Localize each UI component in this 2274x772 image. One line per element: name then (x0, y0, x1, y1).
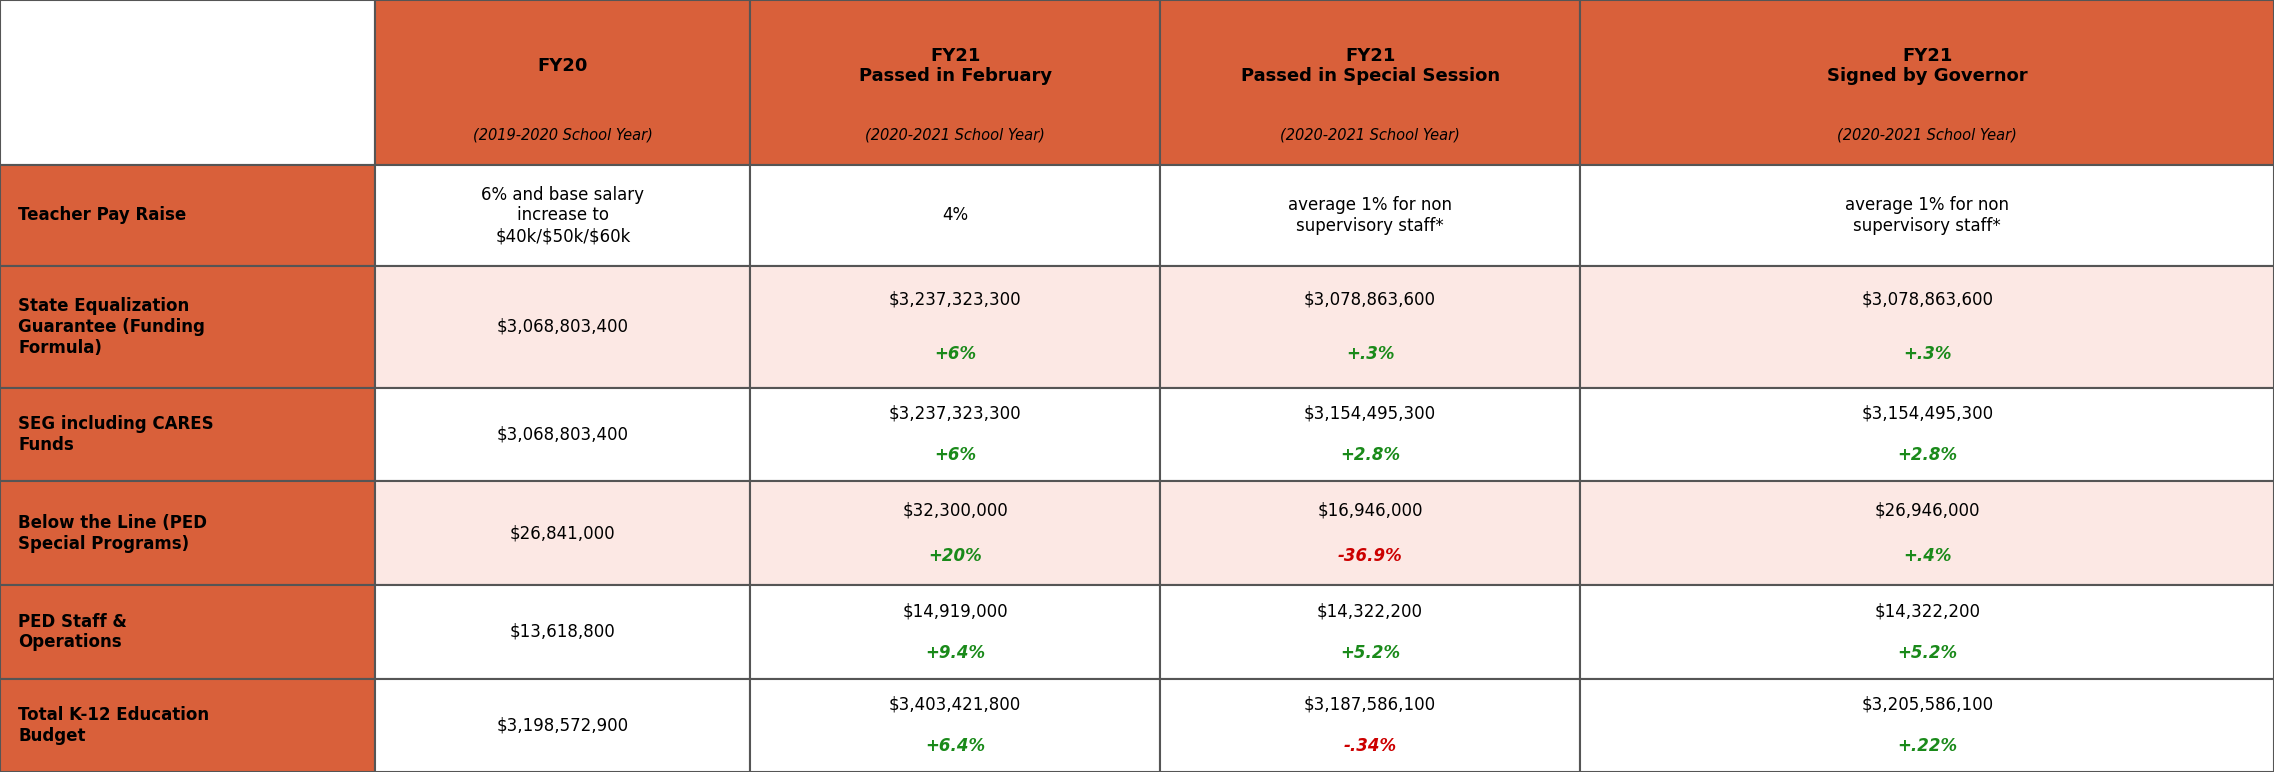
Text: SEG including CARES
Funds: SEG including CARES Funds (18, 415, 214, 454)
Bar (375, 388, 750, 481)
Bar (1580, 388, 2274, 481)
Text: $26,946,000: $26,946,000 (1874, 501, 1981, 520)
Text: -36.9%: -36.9% (1337, 547, 1403, 565)
Text: +5.2%: +5.2% (1897, 644, 1958, 662)
Bar (1580, 165, 2274, 266)
Text: $3,237,323,300: $3,237,323,300 (889, 405, 1021, 423)
Bar (1160, 481, 1580, 585)
Bar (1580, 481, 2274, 585)
Text: +.4%: +.4% (1903, 547, 1951, 565)
Bar (0, 165, 375, 266)
Text: $3,237,323,300: $3,237,323,300 (889, 291, 1021, 309)
Text: FY21
Passed in February: FY21 Passed in February (860, 46, 1051, 86)
Bar (0, 388, 375, 481)
Text: $3,205,586,100: $3,205,586,100 (1860, 696, 1994, 714)
Text: Total K-12 Education
Budget: Total K-12 Education Budget (18, 706, 209, 745)
Text: +5.2%: +5.2% (1339, 644, 1401, 662)
Bar (0, 585, 375, 679)
Text: +9.4%: +9.4% (926, 644, 985, 662)
Bar (1160, 165, 1580, 266)
Text: (2019-2020 School Year): (2019-2020 School Year) (473, 128, 653, 143)
Bar (0, 481, 375, 585)
Text: +6.4%: +6.4% (926, 736, 985, 755)
Bar (750, 679, 1160, 772)
Text: $3,078,863,600: $3,078,863,600 (1860, 291, 1994, 309)
Text: $3,403,421,800: $3,403,421,800 (889, 696, 1021, 714)
Bar (1160, 585, 1580, 679)
Text: $3,068,803,400: $3,068,803,400 (496, 318, 630, 336)
Bar (1580, 0, 2274, 165)
Bar (750, 266, 1160, 388)
Text: (2020-2021 School Year): (2020-2021 School Year) (864, 128, 1046, 143)
Text: $13,618,800: $13,618,800 (509, 623, 616, 641)
Text: $14,322,200: $14,322,200 (1874, 602, 1981, 621)
Bar (1160, 388, 1580, 481)
Text: average 1% for non
supervisory staff*: average 1% for non supervisory staff* (1844, 196, 2010, 235)
Text: 4%: 4% (941, 206, 969, 225)
Bar (750, 585, 1160, 679)
Bar (0, 679, 375, 772)
Text: average 1% for non
supervisory staff*: average 1% for non supervisory staff* (1287, 196, 1453, 235)
Text: +.3%: +.3% (1903, 344, 1951, 363)
Text: Teacher Pay Raise: Teacher Pay Raise (18, 206, 186, 225)
Text: $3,078,863,600: $3,078,863,600 (1303, 291, 1437, 309)
Text: $16,946,000: $16,946,000 (1317, 501, 1424, 520)
Bar (375, 0, 750, 165)
Text: +2.8%: +2.8% (1897, 446, 1958, 464)
Text: State Equalization
Guarantee (Funding
Formula): State Equalization Guarantee (Funding Fo… (18, 297, 205, 357)
Text: $3,187,586,100: $3,187,586,100 (1303, 696, 1437, 714)
Text: $3,198,572,900: $3,198,572,900 (496, 716, 630, 734)
Bar (750, 165, 1160, 266)
Text: $14,919,000: $14,919,000 (903, 602, 1007, 621)
Bar (1580, 679, 2274, 772)
Text: $14,322,200: $14,322,200 (1317, 602, 1424, 621)
Bar (1580, 585, 2274, 679)
Text: $3,068,803,400: $3,068,803,400 (496, 425, 630, 443)
Text: $32,300,000: $32,300,000 (903, 501, 1007, 520)
Text: +20%: +20% (928, 547, 982, 565)
Text: $3,154,495,300: $3,154,495,300 (1303, 405, 1437, 423)
Text: $26,841,000: $26,841,000 (509, 524, 616, 542)
Text: PED Staff &
Operations: PED Staff & Operations (18, 612, 127, 652)
Bar (0, 266, 375, 388)
Text: +2.8%: +2.8% (1339, 446, 1401, 464)
Bar (750, 481, 1160, 585)
Bar (375, 679, 750, 772)
Bar (1160, 0, 1580, 165)
Text: $3,154,495,300: $3,154,495,300 (1860, 405, 1994, 423)
Bar (1160, 679, 1580, 772)
Bar (750, 0, 1160, 165)
Bar (1580, 266, 2274, 388)
Bar (1160, 266, 1580, 388)
Bar (0, 0, 375, 165)
Text: (2020-2021 School Year): (2020-2021 School Year) (1837, 128, 2017, 143)
Bar (375, 165, 750, 266)
Text: +6%: +6% (935, 446, 976, 464)
Bar (375, 585, 750, 679)
Text: FY21
Passed in Special Session: FY21 Passed in Special Session (1242, 46, 1499, 86)
Text: FY20: FY20 (537, 57, 589, 75)
Bar (750, 388, 1160, 481)
Text: -.34%: -.34% (1344, 736, 1396, 755)
Text: 6% and base salary
increase to
$40k/$50k/$60k: 6% and base salary increase to $40k/$50k… (482, 185, 644, 245)
Bar (375, 266, 750, 388)
Text: FY21
Signed by Governor: FY21 Signed by Governor (1826, 46, 2028, 86)
Text: +6%: +6% (935, 344, 976, 363)
Bar (375, 481, 750, 585)
Text: +.22%: +.22% (1897, 736, 1958, 755)
Text: Below the Line (PED
Special Programs): Below the Line (PED Special Programs) (18, 514, 207, 553)
Text: +.3%: +.3% (1346, 344, 1394, 363)
Text: (2020-2021 School Year): (2020-2021 School Year) (1280, 128, 1460, 143)
